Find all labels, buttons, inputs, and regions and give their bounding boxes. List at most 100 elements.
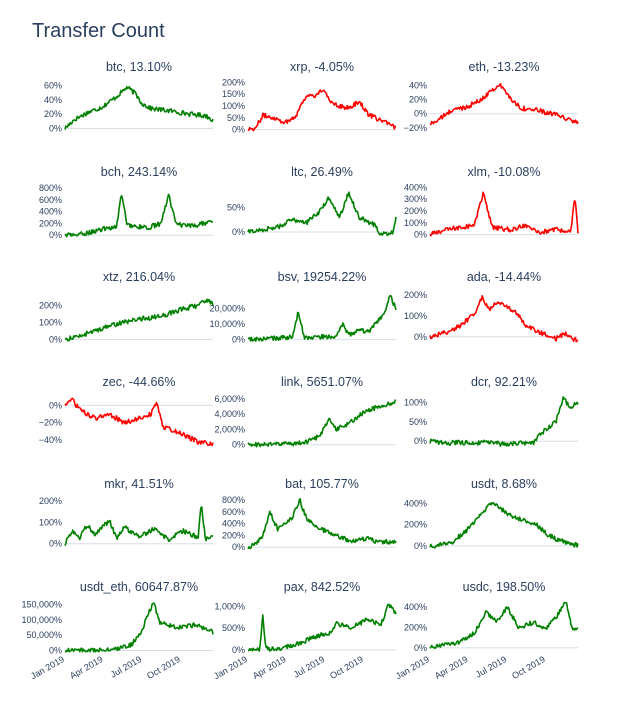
subplot-title: ada, -14.44% [467, 270, 541, 284]
subplot-title: zec, -44.66% [103, 375, 176, 389]
y-tick-label: 600% [222, 507, 245, 517]
y-tick-label: 200% [39, 300, 62, 310]
y-tick-label: 100% [222, 101, 245, 111]
subplot: ada, -14.44% 0% 100% 200% [404, 270, 579, 343]
y-tick-label: 800% [39, 183, 62, 193]
y-tick-label: 0% [414, 643, 427, 653]
subplot-title: dcr, 92.21% [471, 375, 537, 389]
x-tick-label: Jan 2019 [212, 654, 249, 681]
subplot: bat, 105.77% 0% 200%400% 600% 800% [222, 477, 397, 552]
y-tick-label: 0% [49, 539, 62, 549]
y-tick-label: 50% [409, 417, 427, 427]
y-tick-label: 20% [409, 95, 427, 105]
series-line [429, 501, 579, 549]
subplot-title: usdc, 198.50% [463, 580, 546, 594]
subplot: eth, -13.23% −20% 0% 20% 40% [404, 60, 579, 133]
y-tick-label: 200% [222, 77, 245, 87]
series-line [247, 294, 397, 342]
subplot: usdt_eth, 60647.87% 0% 50,000% 100,000% 150,… [21, 580, 214, 681]
y-tick-label: 0% [414, 109, 427, 119]
x-tick-label: Apr 2019 [68, 654, 105, 681]
y-tick-label: 150,000% [21, 600, 62, 610]
y-tick-label: 200% [39, 496, 62, 506]
subplot-title: xrp, -4.05% [290, 60, 354, 74]
series-line [429, 191, 579, 237]
subplot: btc, 13.10% 0% 20% 40% 60% [44, 60, 214, 133]
y-tick-label: 4,000% [214, 409, 245, 419]
y-tick-label: 500% [222, 623, 245, 633]
series-line [64, 397, 214, 447]
subplot: xrp, -4.05% 0% 50% 100% 150% 200% [222, 60, 397, 135]
subplot: usdt, 8.68% 0% 200% 400% [404, 477, 579, 551]
y-tick-label: 50% [227, 202, 245, 212]
subplot-title: bsv, 19254.22% [278, 270, 367, 284]
y-tick-label: 60% [44, 81, 62, 91]
x-tick-label: Jul 2019 [292, 654, 326, 680]
y-tick-label: 200% [404, 206, 427, 216]
series-line [64, 602, 214, 653]
y-tick-label: 0% [49, 645, 62, 655]
x-tick-label: Oct 2019 [510, 654, 547, 681]
subplot-title: usdt, 8.68% [471, 477, 537, 491]
subplot-title: xtz, 216.04% [103, 270, 175, 284]
subplot-title: usdt_eth, 60647.87% [80, 580, 198, 594]
subplot-title: xlm, -10.08% [468, 165, 541, 179]
x-tick-label: Oct 2019 [145, 654, 182, 681]
series-line [429, 601, 579, 650]
subplot: bsv, 19254.22% 0% 10,000% 20,000% [209, 270, 397, 345]
y-tick-label: 0% [232, 125, 245, 135]
subplot: pax, 842.52% 0% 500% 1,000% Jan 2019 Apr 2019… [212, 580, 397, 681]
y-tick-label: 0% [414, 230, 427, 240]
y-tick-label: 200% [404, 290, 427, 300]
y-tick-label: 100,000% [21, 615, 62, 625]
subplot-title: btc, 13.10% [106, 60, 172, 74]
subplot: bch, 243.14% 0% 200%400% 600% 800% [39, 165, 214, 240]
y-tick-label: 0% [232, 440, 245, 450]
series-line [247, 191, 397, 237]
subplot: mkr, 41.51% 0% 100% 200% [39, 477, 214, 549]
y-tick-label: 200% [404, 623, 427, 633]
subplot-title: ltc, 26.49% [291, 165, 353, 179]
subplot-title: link, 5651.07% [281, 375, 363, 389]
subplot-title: mkr, 41.51% [104, 477, 173, 491]
y-tick-label: 200% [39, 218, 62, 228]
y-tick-label: 0% [49, 230, 62, 240]
y-tick-label: 100% [404, 311, 427, 321]
subplot: ltc, 26.49% 0% 50% [227, 165, 397, 237]
subplot-title: bch, 243.14% [101, 165, 177, 179]
y-tick-label: 400% [39, 207, 62, 217]
subplot: xtz, 216.04% 0% 100% 200% [39, 270, 214, 344]
series-line [247, 399, 397, 448]
page-title: Transfer Count [32, 20, 165, 42]
y-tick-label: 0% [232, 542, 245, 552]
subplot: link, 5651.07% 0% 2,000% 4,000% 6,000% [214, 375, 397, 450]
y-tick-label: 0% [414, 436, 427, 446]
y-tick-label: 400% [404, 602, 427, 612]
subplot: xlm, -10.08% 0% 100% 200% 300% 400% [404, 165, 579, 240]
series-line [64, 506, 214, 547]
subplot-title: bat, 105.77% [285, 477, 359, 491]
y-tick-label: 40% [44, 95, 62, 105]
y-tick-label: 300% [404, 194, 427, 204]
subplot: usdc, 198.50% 0% 200% 400% Jan 2019 Apr 2019 J… [394, 580, 579, 681]
y-tick-label: −40% [39, 435, 62, 445]
x-tick-label: Jan 2019 [394, 654, 431, 681]
y-tick-label: 100% [404, 218, 427, 228]
series-line [64, 193, 214, 238]
x-tick-label: Apr 2019 [251, 654, 288, 681]
y-tick-label: 0% [232, 645, 245, 655]
y-tick-label: 40% [409, 81, 427, 91]
y-tick-label: 100% [39, 317, 62, 327]
y-tick-label: 400% [404, 498, 427, 508]
y-tick-label: 400% [222, 519, 245, 529]
series-line [247, 498, 397, 550]
series-line [64, 298, 214, 342]
y-tick-label: 0% [49, 334, 62, 344]
y-tick-label: 600% [39, 195, 62, 205]
y-tick-label: 200% [222, 530, 245, 540]
y-tick-label: 0% [49, 400, 62, 410]
y-tick-label: 800% [222, 495, 245, 505]
y-tick-label: 20,000% [209, 304, 245, 314]
y-tick-label: 6,000% [214, 394, 245, 404]
